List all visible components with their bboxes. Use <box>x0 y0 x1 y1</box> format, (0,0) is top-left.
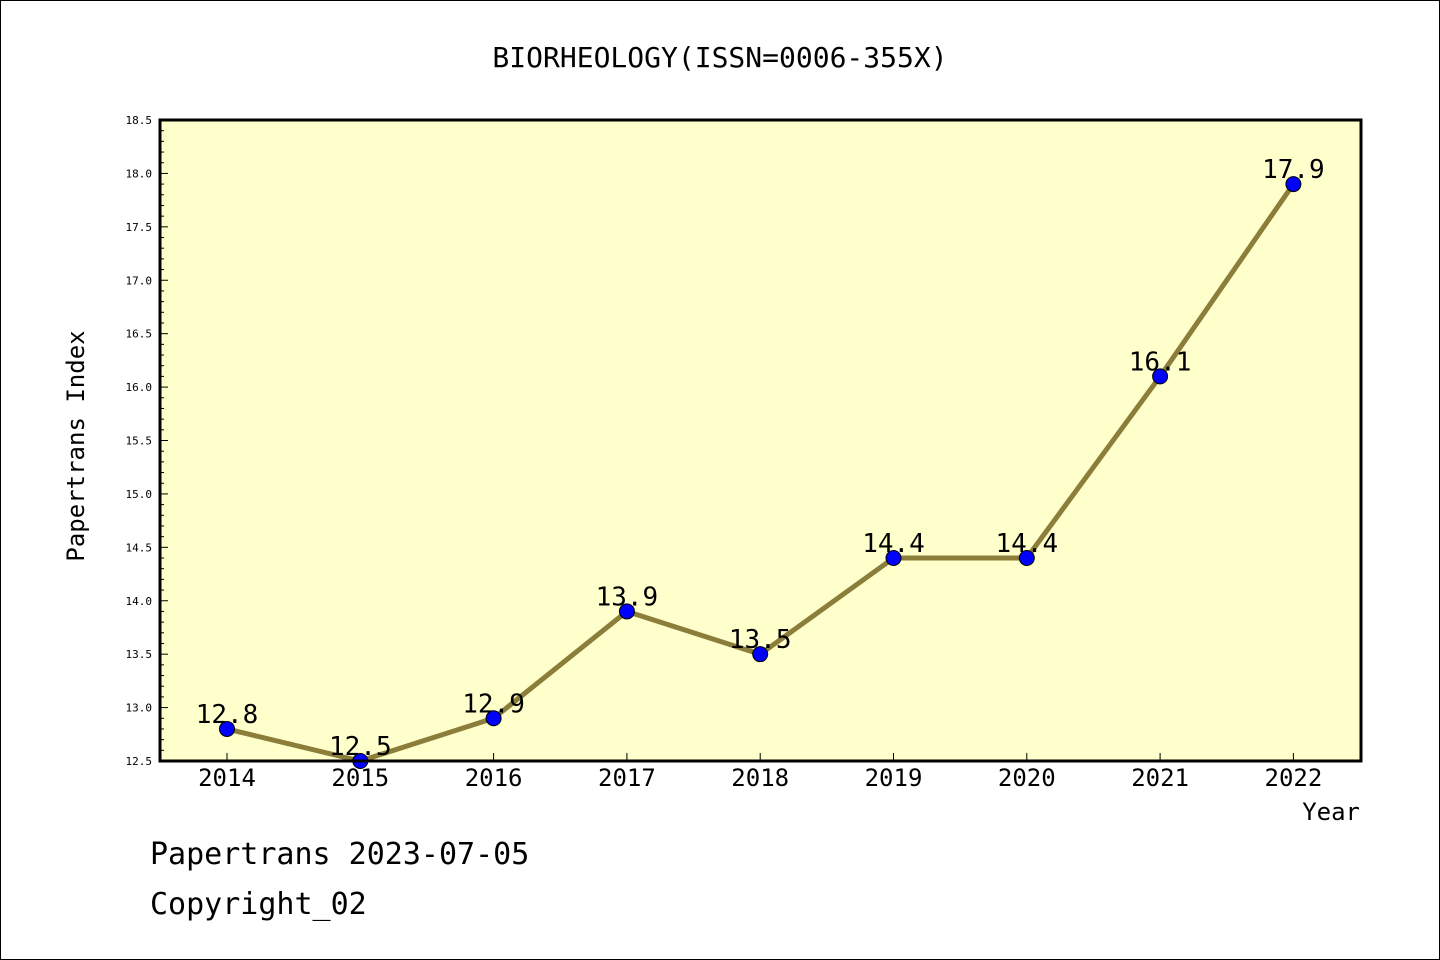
data-label: 14.4 <box>862 529 925 559</box>
x-axis-label: Year <box>1302 798 1360 826</box>
y-tick-label: 16.0 <box>126 381 153 394</box>
data-point <box>752 646 769 663</box>
data-label: 13.9 <box>596 582 659 612</box>
y-tick-label: 16.5 <box>126 328 153 341</box>
plot-frame <box>158 118 1363 763</box>
data-point <box>1152 368 1169 385</box>
x-tick-label: 2014 <box>198 764 256 792</box>
y-tick-label: 15.0 <box>126 488 153 501</box>
data-point <box>1018 550 1035 567</box>
data-label: 12.9 <box>462 689 525 719</box>
y-tick-label: 12.5 <box>126 755 153 768</box>
x-axis-ticks: 2014 2015 2016 2017 2018 2019 2020 2021 2022 <box>198 753 1322 792</box>
x-tick-label: 2020 <box>998 764 1056 792</box>
x-tick-label: 2021 <box>1131 764 1189 792</box>
data-point <box>485 710 502 727</box>
x-tick-label: 2016 <box>465 764 523 792</box>
data-point <box>885 550 902 567</box>
x-tick-label: 2017 <box>598 764 656 792</box>
y-tick-label: 13.5 <box>126 648 153 661</box>
y-tick-label: 17.5 <box>126 221 153 234</box>
data-markers <box>219 176 1302 769</box>
footer-copyright: Copyright_02 <box>150 887 367 922</box>
y-axis-label: Papertrans Index <box>62 330 90 561</box>
x-tick-label: 2019 <box>865 764 923 792</box>
x-tick-label: 2018 <box>731 764 789 792</box>
plot-area <box>160 120 1361 761</box>
y-tick-label: 18.0 <box>126 167 153 180</box>
chart-title: BIORHEOLOGY(ISSN=0006-355X) <box>492 41 947 74</box>
data-point <box>618 603 635 620</box>
y-tick-label: 14.0 <box>126 595 153 608</box>
data-label: 12.8 <box>196 700 259 730</box>
y-axis-ticks: 12.5 13.0 13.5 14.0 14.5 15.0 15.5 16.0 16.5 17.0… <box>126 114 168 768</box>
data-label: 14.4 <box>995 529 1058 559</box>
footer-date: Papertrans 2023-07-05 <box>150 837 529 872</box>
y-tick-label: 17.0 <box>126 274 153 287</box>
data-point <box>1285 176 1302 193</box>
data-labels: 12.8 12.5 12.9 13.9 13.5 14.4 14.4 16.1 17.9 <box>196 155 1325 762</box>
y-tick-label: 14.5 <box>126 541 153 554</box>
data-label: 17.9 <box>1262 155 1325 185</box>
data-point <box>219 720 235 737</box>
data-label: 16.1 <box>1129 347 1192 377</box>
x-tick-label: 2022 <box>1265 764 1323 792</box>
data-label: 13.5 <box>729 625 792 655</box>
data-label: 12.5 <box>329 732 392 762</box>
y-tick-label: 15.5 <box>126 435 153 448</box>
y-tick-label: 18.5 <box>126 114 153 127</box>
y-tick-label: 13.0 <box>126 702 153 715</box>
